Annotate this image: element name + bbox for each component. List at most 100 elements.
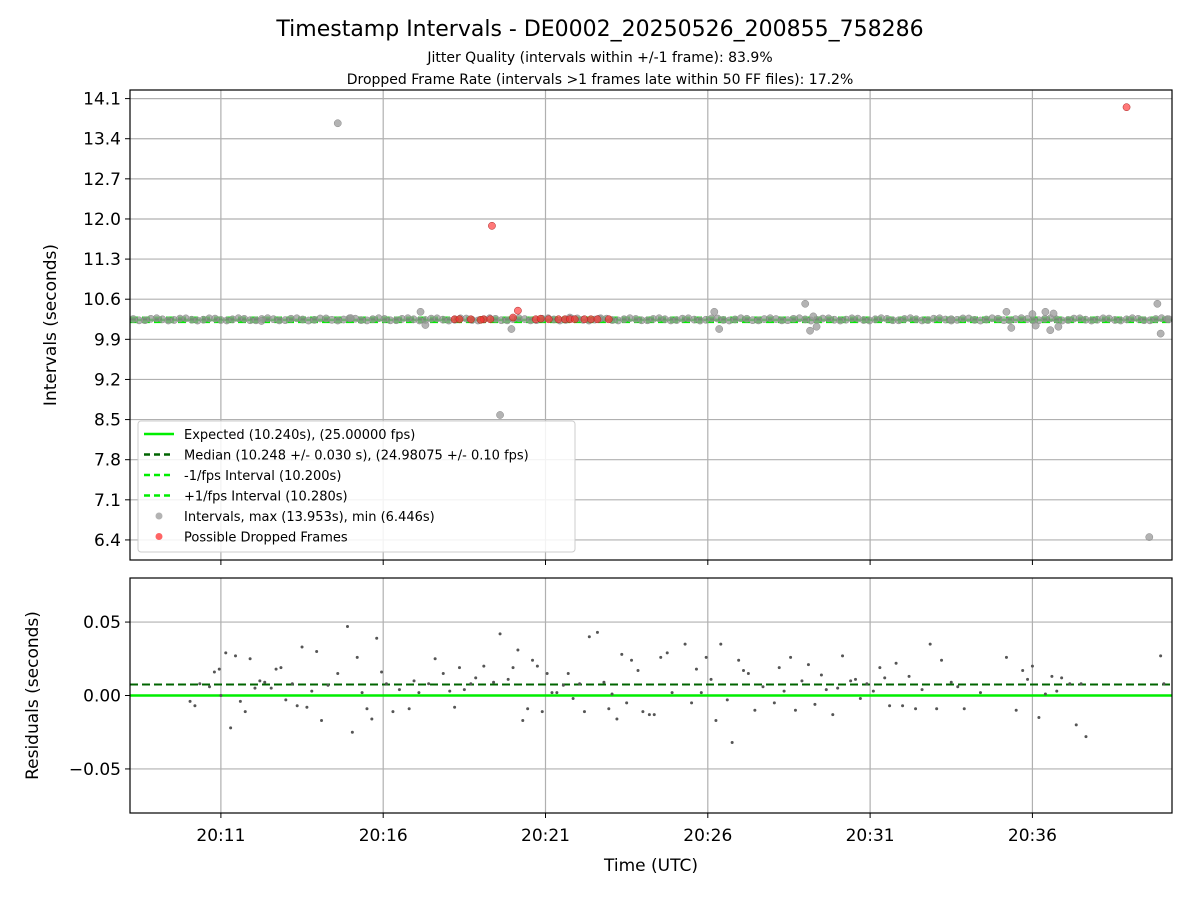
- intervals-y-tick-label: 8.5: [94, 411, 121, 431]
- residual-point: [883, 676, 887, 680]
- intervals-y-tick-label: 6.4: [94, 531, 121, 551]
- dropped-frame-point: [536, 314, 545, 323]
- legend-item-dropped-frames-swatch: [155, 533, 163, 540]
- residual-point: [935, 707, 939, 711]
- residual-point: [1068, 682, 1072, 686]
- residual-point: [806, 663, 810, 667]
- residual-point: [516, 648, 520, 652]
- residual-point: [793, 708, 797, 712]
- residual-point: [212, 670, 216, 674]
- residual-point: [469, 682, 473, 686]
- interval-point: [1164, 315, 1173, 324]
- residual-point: [641, 710, 645, 714]
- residual-point: [1021, 669, 1025, 673]
- intervals-y-tick-label: 9.9: [94, 330, 121, 350]
- residual-point: [949, 680, 953, 684]
- residuals-y-tick-label: 0.00: [83, 687, 121, 707]
- dropped-frame-point: [486, 315, 495, 324]
- interval-point: [1145, 533, 1154, 541]
- residual-point: [694, 667, 698, 671]
- x-tick-label: 20:11: [196, 826, 245, 846]
- residual-point: [407, 707, 411, 711]
- residual-point: [647, 713, 651, 717]
- residual-point: [526, 707, 530, 711]
- chart-subtitle-dropped: Dropped Frame Rate (intervals >1 frames …: [347, 72, 854, 88]
- residual-point: [962, 707, 966, 711]
- interval-point: [507, 325, 516, 333]
- residual-point: [1060, 676, 1064, 680]
- residual-point: [1014, 708, 1018, 712]
- chart-title: Timestamp Intervals - DE0002_20250526_20…: [275, 17, 923, 42]
- residual-point: [391, 710, 395, 714]
- intervals-y-ticks: 6.4 7.1 7.8 8.5 9.2 9.9 10.6 11.3 12.0 12.7 13.4 14…: [83, 90, 130, 551]
- residual-point: [208, 685, 212, 689]
- residual-point: [320, 718, 324, 722]
- residual-point: [550, 691, 554, 695]
- residual-point: [894, 661, 898, 665]
- residual-point: [888, 704, 892, 708]
- legend-item-expected: Expected (10.240s), (25.00000 fps): [184, 428, 415, 443]
- x-axis-label: Time (UTC): [603, 856, 698, 876]
- residual-point: [582, 710, 586, 714]
- dropped-frame-point: [509, 313, 517, 322]
- interval-point: [947, 315, 956, 324]
- residual-point: [279, 666, 283, 670]
- intervals-y-axis-label: Intervals (seconds): [41, 244, 61, 406]
- residual-point: [274, 667, 278, 671]
- interval-point: [710, 307, 719, 316]
- residual-point: [831, 713, 835, 717]
- residual-point: [849, 679, 853, 683]
- residual-point: [561, 683, 565, 687]
- residual-point: [397, 688, 401, 692]
- residual-point: [1159, 654, 1163, 658]
- residual-point: [753, 708, 757, 712]
- residual-point: [704, 655, 708, 659]
- residual-point: [978, 691, 982, 695]
- residual-point: [920, 688, 924, 692]
- residual-point: [253, 686, 257, 690]
- residual-point: [310, 689, 314, 693]
- interval-point: [1041, 307, 1050, 316]
- residual-point: [858, 696, 862, 700]
- legend-box: [137, 420, 576, 553]
- residual-point: [384, 682, 388, 686]
- residuals-y-axis-label: Residuals (seconds): [23, 611, 43, 780]
- residual-point: [217, 667, 221, 671]
- dropped-frame-point: [587, 315, 595, 324]
- residual-point: [772, 701, 776, 705]
- residual-point: [284, 698, 288, 702]
- interval-point: [809, 312, 818, 321]
- residual-point: [370, 717, 374, 721]
- residual-point: [578, 682, 582, 686]
- dropped-frame-point: [554, 315, 563, 324]
- residual-point: [511, 666, 515, 670]
- residual-point: [914, 707, 918, 711]
- residual-point: [417, 691, 421, 695]
- residual-point: [427, 682, 431, 686]
- residual-point: [725, 698, 729, 702]
- residual-point: [620, 652, 624, 656]
- dropped-frame-point: [1122, 103, 1131, 112]
- residuals-panel: 0.050.00−0.05 20:11 20:16 20:21 20:26 20:31 2…: [23, 577, 1173, 876]
- interval-point: [346, 314, 355, 322]
- x-tick-label: 20:21: [521, 826, 570, 846]
- dropped-frame-point: [544, 315, 553, 324]
- residual-point: [789, 655, 793, 659]
- residual-point: [819, 673, 823, 677]
- residual-point: [928, 642, 932, 646]
- residual-point: [709, 677, 713, 681]
- residual-point: [219, 694, 223, 697]
- residuals-y-tick-label: 0.05: [83, 613, 121, 633]
- residuals-y-ticks: 0.05 0.00 −0.05: [69, 613, 130, 780]
- residual-point: [412, 679, 416, 683]
- residual-point: [233, 654, 237, 658]
- interval-point: [333, 119, 342, 128]
- residual-point: [300, 645, 304, 649]
- residual-point: [777, 666, 781, 670]
- legend-item-dropped-frames: Possible Dropped Frames: [184, 531, 348, 546]
- residual-point: [441, 671, 445, 675]
- residual-point: [878, 666, 882, 670]
- intervals-y-tick-label: 12.7: [83, 170, 121, 190]
- residual-point: [742, 669, 746, 673]
- residual-point: [243, 710, 247, 714]
